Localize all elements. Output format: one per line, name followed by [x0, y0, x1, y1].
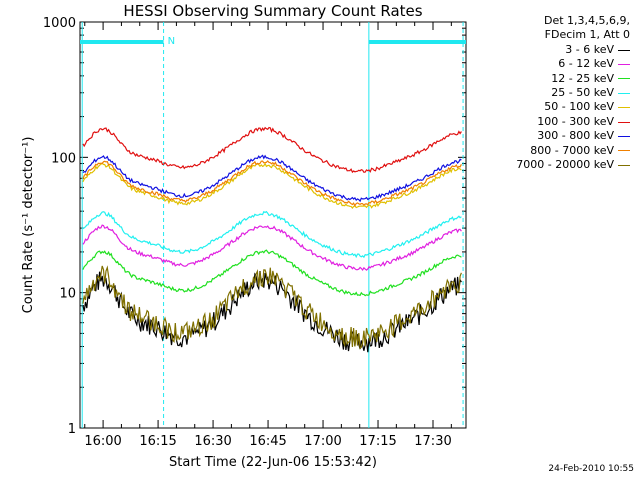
legend-header-1: Det 1,3,4,5,6,9,: [543, 14, 630, 27]
legend-label: 50 - 100 keV: [544, 100, 614, 114]
y-tick-label: 100: [51, 151, 76, 166]
footer-timestamp: 24-Feb-2010 10:55: [548, 464, 634, 474]
legend-swatch: [618, 78, 630, 80]
legend-entry: 3 - 6 keV: [480, 43, 630, 57]
series-line-7: [82, 160, 462, 207]
legend-entry: 12 - 25 keV: [480, 72, 630, 86]
legend-entry: 100 - 300 keV: [480, 115, 630, 129]
legend-label: 7000 - 20000 keV: [516, 158, 614, 172]
x-tick-label: 17:30: [414, 434, 451, 449]
legend-label: 100 - 300 keV: [537, 114, 614, 128]
legend-label: 3 - 6 keV: [565, 42, 614, 56]
y-tick-label: 10: [59, 287, 76, 302]
legend-entry: 6 - 12 keV: [480, 57, 630, 71]
legend-label: 25 - 50 keV: [551, 86, 614, 100]
x-tick-label: 16:00: [84, 434, 121, 449]
series-line-2: [82, 249, 462, 297]
legend-entry: 300 - 800 keV: [480, 129, 630, 143]
x-tick-label: 17:15: [359, 434, 396, 449]
series-line-3: [82, 210, 462, 259]
x-tick-label: 16:30: [194, 434, 231, 449]
series-line-1: [82, 224, 462, 272]
legend-header-2: FDecim 1, Att 0: [544, 28, 630, 42]
legend-entry: 7000 - 20000 keV: [480, 158, 630, 172]
chart-title: HESSI Observing Summary Count Rates: [123, 2, 422, 20]
y-tick-label: 1000: [43, 16, 76, 31]
legend-swatch: [618, 150, 630, 152]
series-line-8: [82, 265, 462, 350]
legend-label: 6 - 12 keV: [558, 57, 614, 71]
legend-swatch: [618, 164, 630, 166]
legend-swatch: [618, 135, 630, 137]
series-line-5: [82, 126, 462, 174]
y-axis-label: Count Rate (s⁻¹ detector⁻¹): [21, 137, 36, 314]
x-axis-label: Start Time (22-Jun-06 15:53:42): [169, 455, 377, 470]
legend-swatch: [618, 63, 630, 65]
series-line-4: [82, 162, 462, 209]
plot-frame: [79, 21, 467, 429]
legend-label: 800 - 7000 keV: [530, 143, 614, 157]
annotation-label: N: [168, 36, 175, 47]
legend-swatch: [618, 92, 630, 94]
legend-swatch: [618, 49, 630, 51]
legend-label: 12 - 25 keV: [551, 71, 614, 85]
legend-entry: 800 - 7000 keV: [480, 144, 630, 158]
legend: Det 1,3,4,5,6,9, FDecim 1, Att 0 3 - 6 k…: [480, 14, 630, 172]
x-tick-label: 17:00: [304, 434, 341, 449]
legend-swatch: [618, 107, 630, 109]
x-tick-label: 16:45: [249, 434, 286, 449]
legend-entry: 25 - 50 keV: [480, 86, 630, 100]
series-line-6: [82, 154, 462, 203]
legend-entry: 50 - 100 keV: [480, 100, 630, 114]
y-tick-label: 1: [68, 422, 76, 437]
legend-swatch: [618, 121, 630, 123]
legend-label: 300 - 800 keV: [537, 129, 614, 143]
x-tick-label: 16:15: [139, 434, 176, 449]
